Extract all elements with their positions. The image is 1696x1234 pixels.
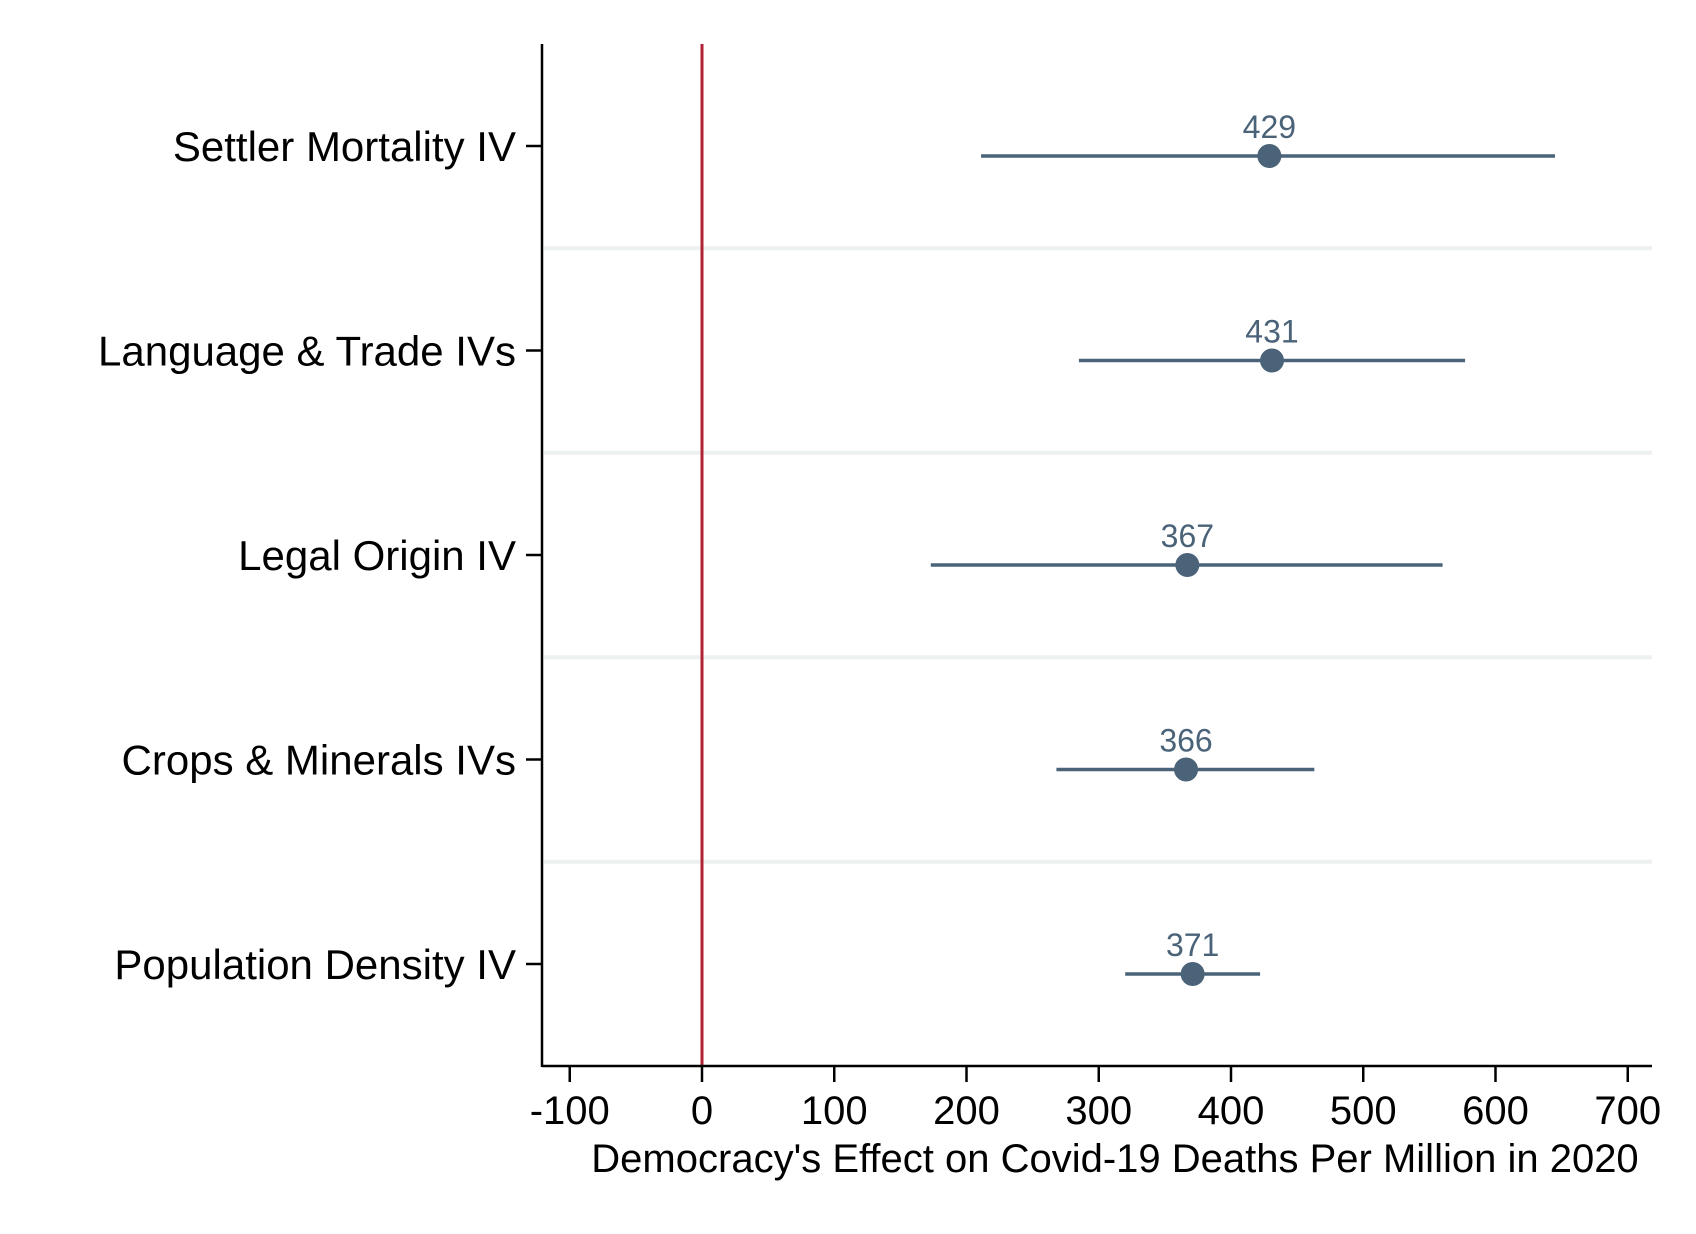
x-tick-label: -100	[530, 1089, 610, 1133]
x-tick-label: 700	[1594, 1089, 1661, 1133]
estimate-label: 371	[1166, 927, 1219, 963]
x-axis-title: Democracy's Effect on Covid-19 Deaths Pe…	[591, 1137, 1638, 1181]
category-label: Language & Trade IVs	[98, 328, 516, 375]
point-estimate	[1259, 348, 1284, 373]
x-tick-label: 600	[1462, 1089, 1529, 1133]
point-estimate	[1174, 757, 1199, 782]
estimate-label: 429	[1243, 109, 1296, 145]
category-label: Settler Mortality IV	[173, 123, 516, 170]
x-tick-label: 400	[1198, 1089, 1265, 1133]
x-tick-label: 200	[933, 1089, 1000, 1133]
point-estimate	[1180, 962, 1205, 986]
x-tick-label: 300	[1065, 1089, 1132, 1133]
estimate-label: 366	[1159, 723, 1212, 759]
category-label: Crops & Minerals IVs	[122, 737, 516, 784]
point-estimate	[1257, 144, 1282, 168]
estimate-label: 431	[1245, 314, 1298, 350]
x-tick-label: 500	[1330, 1089, 1397, 1133]
x-tick-label: 0	[691, 1089, 713, 1133]
x-tick-label: 100	[801, 1089, 868, 1133]
estimate-label: 367	[1161, 518, 1214, 554]
point-estimate	[1175, 553, 1200, 577]
category-label: Legal Origin IV	[238, 532, 516, 579]
category-label: Population Density IV	[114, 941, 516, 988]
